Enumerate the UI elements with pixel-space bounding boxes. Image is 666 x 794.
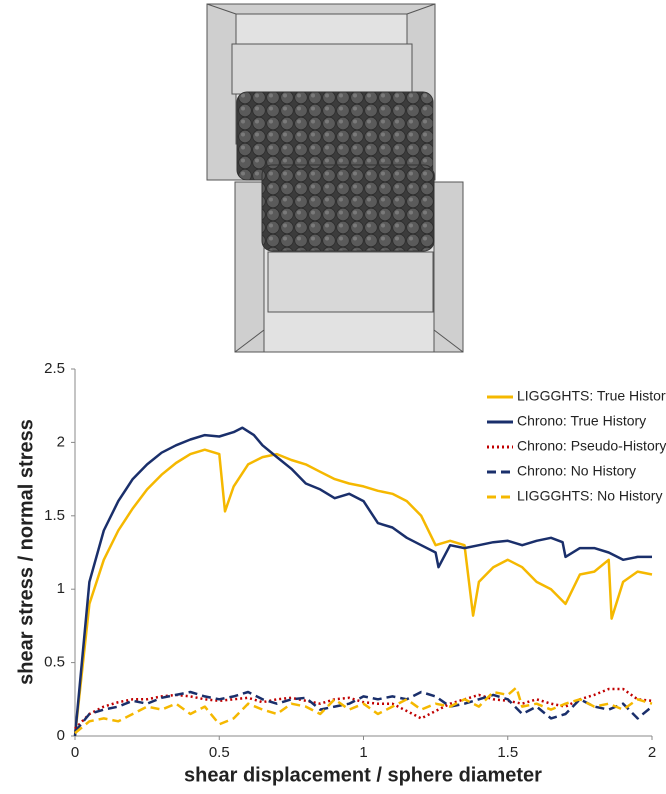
y-tick-label: 2.5	[44, 360, 65, 377]
legend-label: LIGGGHTS: No History	[517, 488, 662, 504]
x-tick-label: 1.5	[497, 744, 518, 761]
y-tick-label: 0	[57, 727, 65, 744]
y-tick-label: 2	[57, 433, 65, 450]
series-line	[73, 448, 653, 737]
x-tick-label: 0	[71, 744, 79, 761]
x-tick-label: 2	[648, 744, 656, 761]
x-axis-title: shear displacement / sphere diameter	[184, 764, 542, 786]
legend-label: Chrono: True History	[517, 413, 646, 429]
legend-label: LIGGGHTS: True History	[517, 388, 666, 404]
series-line	[73, 426, 652, 737]
y-axis-title: shear stress / normal stress	[15, 419, 37, 685]
y-tick-label: 1	[57, 580, 65, 597]
series-line	[74, 686, 653, 735]
x-tick-label: 0.5	[209, 744, 230, 761]
x-tick-label: 1	[359, 744, 367, 761]
series-line	[74, 690, 653, 733]
legend-label: Chrono: No History	[517, 463, 636, 479]
y-tick-label: 1.5	[44, 507, 65, 524]
y-tick-label: 0.5	[44, 654, 65, 671]
series-line	[74, 687, 653, 730]
shear-box-render	[206, 3, 464, 353]
legend-label: Chrono: Pseudo-History	[517, 438, 666, 454]
